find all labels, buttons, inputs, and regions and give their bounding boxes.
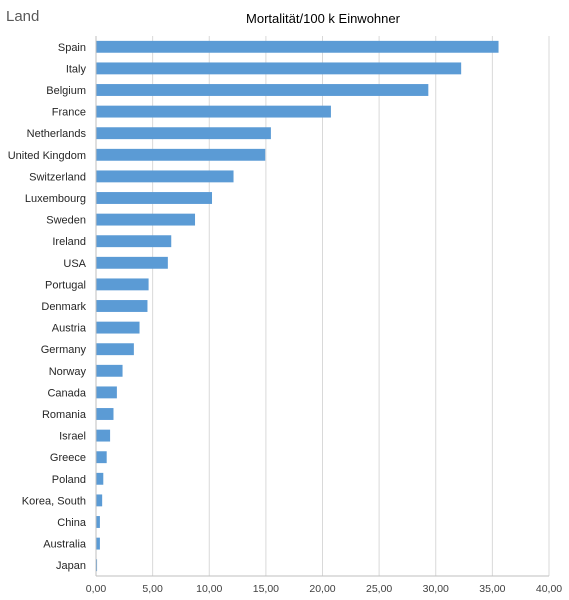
bar — [96, 472, 104, 485]
x-tick-label: 0,00 — [86, 583, 107, 595]
category-label: Romania — [42, 409, 87, 421]
category-label: Norway — [49, 366, 87, 378]
category-label: Belgium — [46, 85, 86, 97]
x-tick-label: 5,00 — [142, 583, 163, 595]
bar — [96, 148, 266, 161]
chart-title: Mortalität/100 k Einwohner — [246, 11, 401, 26]
category-label: Netherlands — [27, 128, 87, 140]
category-label: Japan — [56, 560, 86, 572]
category-label: Korea, South — [22, 495, 86, 507]
x-tick-label: 15,00 — [253, 583, 279, 595]
bar — [96, 300, 148, 312]
x-tick-label: 10,00 — [196, 583, 222, 595]
bar — [96, 494, 103, 507]
bar — [96, 62, 462, 75]
bar — [96, 278, 149, 291]
bar — [96, 105, 331, 118]
category-label: Luxembourg — [25, 193, 86, 205]
bar — [96, 235, 172, 248]
bar — [96, 40, 499, 53]
x-tick-label: 20,00 — [309, 583, 335, 595]
category-label: China — [57, 517, 87, 529]
category-label: Austria — [52, 323, 87, 335]
bar — [96, 537, 100, 550]
x-tick-label: 40,00 — [536, 583, 562, 595]
bar — [96, 256, 168, 269]
category-label: France — [52, 107, 86, 119]
bar — [96, 386, 117, 399]
bar — [96, 127, 271, 140]
category-label: Canada — [47, 387, 86, 399]
category-label: Israel — [59, 431, 86, 443]
x-tick-label: 30,00 — [423, 583, 449, 595]
category-label: Ireland — [52, 236, 86, 248]
category-label: Italy — [66, 63, 87, 75]
bar — [96, 429, 111, 442]
bar — [96, 170, 234, 183]
category-label: United Kingdom — [8, 150, 86, 162]
bar — [96, 559, 98, 572]
category-label: Spain — [58, 42, 86, 54]
category-labels: Spain Italy Belgium France Netherlands United… — [8, 42, 87, 572]
category-label: Switzerland — [29, 171, 86, 183]
category-label: Greece — [50, 452, 86, 464]
bars — [96, 40, 499, 572]
bar — [96, 516, 100, 528]
bar — [96, 451, 107, 464]
bar — [96, 213, 196, 226]
bar — [96, 192, 213, 204]
category-label: USA — [63, 258, 86, 270]
x-tick-label: 25,00 — [366, 583, 392, 595]
bar — [96, 408, 114, 420]
bar — [96, 84, 429, 96]
x-tick-label: 35,00 — [479, 583, 505, 595]
y-axis-title: Land — [6, 8, 39, 25]
category-label: Germany — [41, 344, 87, 356]
category-label: Australia — [43, 539, 87, 551]
gridlines — [95, 36, 550, 577]
category-label: Poland — [52, 474, 86, 486]
category-label: Sweden — [46, 215, 86, 227]
category-label: Denmark — [41, 301, 86, 313]
category-label: Portugal — [45, 279, 86, 291]
bar — [96, 364, 123, 377]
bar — [96, 343, 134, 356]
x-tick-labels: 0,00 5,00 10,00 15,00 20,00 25,00 30,00 35,00 40… — [86, 583, 563, 595]
bar — [96, 321, 140, 334]
